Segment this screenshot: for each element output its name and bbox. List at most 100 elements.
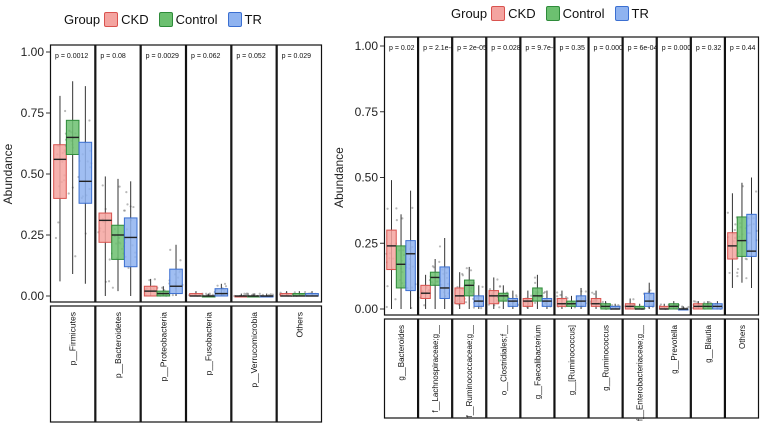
jitter-point: [543, 290, 547, 294]
legend-key-ckd: CKD: [104, 12, 149, 27]
facet-panel: p = 0.062 p__Fusobacteria: [185, 44, 232, 423]
legend-key-control: Control: [545, 6, 605, 21]
panel-frame: [140, 44, 187, 303]
jitter-point: [126, 203, 129, 206]
panel-frame: [554, 36, 589, 316]
box-tr: [214, 288, 229, 297]
facet-panel: p = 0.0029 p__Proteobacteria: [140, 44, 187, 423]
jitter-point: [54, 236, 58, 240]
panel-frame: [185, 44, 232, 303]
panel-frame: [276, 44, 323, 303]
facet-panel: p = 0.052 p__Verrucomicrobia: [231, 44, 277, 423]
jitter-point: [728, 271, 731, 275]
p-value-label: p = 0.44: [730, 45, 756, 52]
facet-panel: p = 0.08 p__Bacteroidetes: [95, 44, 141, 423]
jitter-point: [601, 300, 604, 304]
y-tick-label: 0.00: [355, 302, 379, 316]
panel-frame: [486, 36, 521, 316]
p-value-label: p = 0.32: [696, 45, 722, 52]
p-value-label: p = 2e-05: [457, 45, 487, 52]
jitter-point: [386, 207, 389, 210]
category-label: p__Verrucomicrobia: [249, 312, 259, 388]
jitter-point: [515, 294, 518, 297]
jitter-point: [223, 282, 227, 285]
y-tick-label: 1.00: [355, 39, 379, 53]
category-strip: [276, 305, 323, 423]
jitter-point: [745, 258, 748, 261]
jitter-point: [224, 285, 228, 288]
panel-frame: [231, 44, 277, 303]
jitter-point: [734, 223, 737, 226]
category-strip: [486, 318, 521, 419]
jitter-point: [108, 258, 111, 261]
jitter-point: [481, 285, 484, 288]
legend-swatch-tr: [614, 6, 629, 21]
category-label: o__Clostridiales;f__: [499, 324, 508, 395]
y-axis-label: Abundance: [1, 143, 15, 204]
p-value-label: p = 0.062: [191, 53, 220, 60]
facet-panel: p = 9.7e-06 g__Faecalibacterium: [520, 36, 561, 419]
jitter-point: [534, 301, 537, 305]
category-label: p__Bacteroidetes: [113, 312, 123, 378]
category-strip: [554, 318, 589, 419]
legend-key-tr: TR: [227, 12, 262, 27]
panel-frame: [622, 36, 657, 316]
facet-panel: p = 6e-04 f__Enterobacteriaceae;g__: [622, 36, 658, 421]
p-value-label: p = 0.00089: [594, 45, 631, 52]
category-label: g__Blautia: [704, 324, 713, 362]
y-tick-label: 0.25: [21, 228, 45, 242]
jitter-point: [534, 281, 537, 285]
box-tr: [643, 292, 655, 307]
p-value-label: p = 0.0012: [55, 53, 88, 60]
jitter-point: [204, 292, 208, 295]
legend-label-ckd: CKD: [121, 12, 149, 27]
box-tr: [169, 268, 183, 295]
jitter-point: [472, 306, 476, 309]
box-tr: [123, 217, 138, 268]
box-tr: [78, 141, 93, 204]
chart-2: 0.00 0.25 0.50 0.75 1.00 Abundance p = 0.02 g__…: [332, 36, 760, 421]
jitter-point: [216, 284, 219, 287]
legend-right: Group CKD Control TR: [451, 6, 655, 21]
facet-panel: p = 0.0012 p__Firmicutes: [49, 44, 96, 423]
jitter-point: [385, 305, 388, 309]
category-strip: [656, 318, 691, 419]
jitter-point: [386, 285, 389, 288]
jitter-point: [593, 292, 596, 296]
category-label: g__[Ruminococcus]: [568, 325, 577, 395]
legend-swatch-ckd: [104, 12, 119, 27]
box-ckd: [522, 297, 534, 307]
p-value-label: p = 6e-04: [628, 45, 658, 52]
panel-frame: [656, 36, 691, 316]
jitter-point: [161, 286, 164, 289]
jitter-point: [703, 301, 706, 304]
legend-label-tr: TR: [244, 12, 262, 27]
box-control: [111, 224, 125, 260]
box-control: [395, 245, 407, 289]
legend-swatch-control: [545, 6, 560, 21]
jitter-point: [736, 271, 739, 274]
panel-frame: [588, 36, 623, 316]
jitter-point: [67, 192, 70, 195]
jitter-point: [566, 297, 569, 300]
jitter-point: [125, 191, 128, 194]
jitter-point: [127, 266, 130, 270]
legend-swatch-tr: [227, 12, 242, 27]
jitter-point: [559, 293, 562, 297]
box-tr: [746, 213, 757, 257]
jitter-point: [107, 280, 111, 283]
category-label: f__Enterobacteriaceae;g__: [636, 324, 645, 421]
facet-panel: p = 0.028 o__Clostridiales;f__: [486, 36, 521, 419]
legend-swatch-control: [158, 12, 173, 27]
jitter-point: [111, 286, 114, 289]
legend-label-tr: TR: [631, 6, 649, 21]
category-label: g__Prevotella: [670, 324, 679, 373]
category-strip: [49, 305, 96, 423]
y-tick-label: 1.00: [21, 45, 45, 59]
y-axis-label: Abundance: [332, 147, 346, 208]
category-strip: [140, 305, 187, 423]
jitter-point: [687, 305, 690, 309]
jitter-point: [303, 291, 307, 294]
legend-left: Group CKD Control TR: [64, 12, 268, 27]
